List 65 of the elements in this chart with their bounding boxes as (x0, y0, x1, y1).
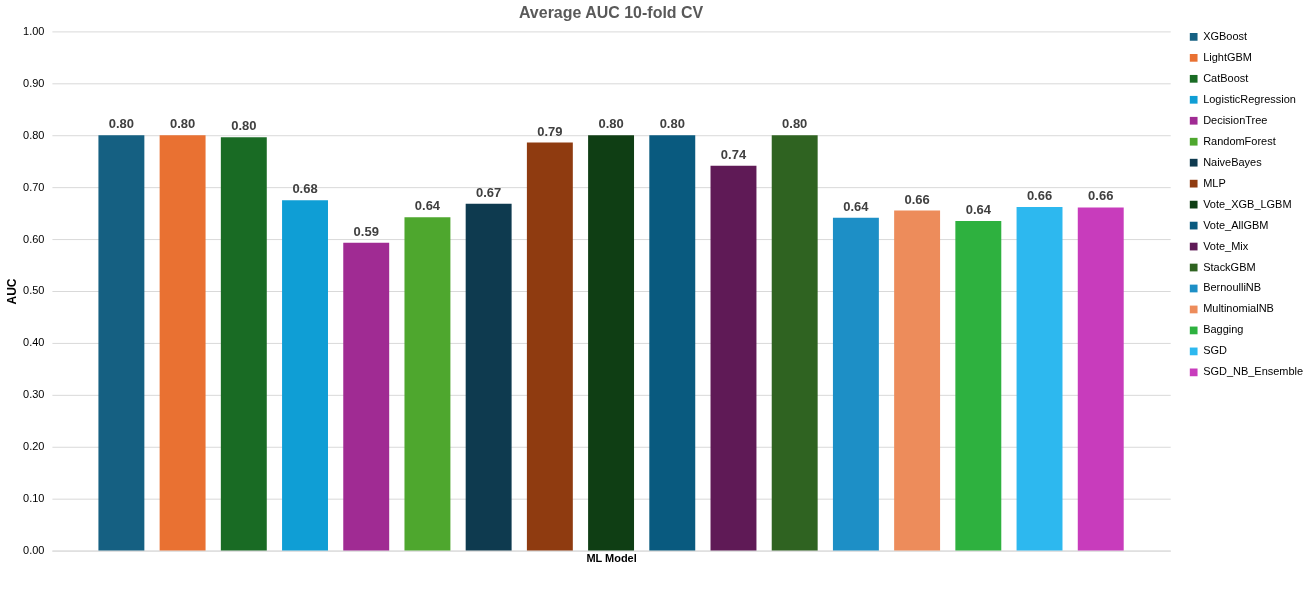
legend-label: RandomForest (1203, 134, 1276, 147)
data-label: 0.64 (965, 201, 992, 217)
bar (832, 217, 879, 551)
data-label: 0.59 (353, 223, 379, 239)
legend-label: MultinomialNB (1203, 302, 1274, 315)
data-label: 0.79 (537, 123, 563, 139)
y-tick-label: 0.50 (23, 284, 45, 297)
y-tick-label: 0.00 (23, 544, 45, 557)
legend-label: NaiveBayes (1203, 155, 1263, 168)
legend-label: CatBoost (1203, 71, 1249, 84)
data-label: 0.80 (169, 116, 196, 132)
legend-label: LogisticRegression (1203, 92, 1296, 105)
data-label: 0.64 (843, 198, 870, 214)
data-label: 0.80 (659, 116, 685, 132)
y-tick-label: 0.40 (23, 336, 45, 349)
bar (98, 135, 145, 551)
bar (526, 142, 573, 551)
bar (1016, 206, 1063, 551)
chart-title: Average AUC 10-fold CV (518, 4, 704, 22)
bar (343, 242, 390, 551)
legend-label: Vote_XGB_LGBM (1203, 197, 1292, 210)
legend-label: StackGBM (1203, 260, 1256, 273)
legend-label: SGD (1203, 344, 1228, 357)
legend-label: LightGBM (1203, 50, 1252, 63)
data-label: 0.80 (598, 116, 624, 132)
bar (771, 135, 818, 551)
y-tick-label: 1.00 (23, 24, 45, 37)
bar (955, 220, 1002, 551)
bar (465, 203, 512, 551)
data-label: 0.80 (231, 118, 257, 134)
x-axis-title: ML Model (586, 552, 637, 565)
bar (894, 210, 941, 551)
data-label: 0.67 (476, 184, 502, 200)
bar (282, 200, 328, 551)
legend-label: XGBoost (1203, 29, 1248, 42)
legend-label: Vote_Mix (1203, 239, 1249, 252)
y-tick-label: 0.80 (23, 128, 45, 141)
bar (1077, 207, 1124, 551)
y-tick-label: 0.60 (23, 232, 45, 245)
data-label: 0.74 (720, 146, 747, 162)
y-tick-label: 0.10 (23, 492, 45, 505)
y-axis-title: AUC (5, 278, 20, 305)
y-tick-label: 0.90 (23, 76, 45, 89)
data-label: 0.66 (1026, 187, 1053, 203)
data-label: 0.66 (904, 191, 930, 207)
bar (649, 135, 696, 551)
bar (710, 165, 757, 551)
data-label: 0.64 (414, 198, 441, 214)
legend-label: MLP (1203, 176, 1226, 189)
bar (159, 135, 206, 551)
legend-label: DecisionTree (1203, 113, 1268, 126)
bar (404, 217, 451, 551)
y-tick-label: 0.70 (23, 180, 45, 193)
y-tick-label: 0.20 (23, 440, 45, 453)
legend-label: Vote_AllGBM (1203, 218, 1269, 231)
y-tick-label: 0.30 (23, 388, 45, 401)
data-label: 0.68 (292, 181, 318, 197)
data-label: 0.80 (782, 116, 808, 132)
legend-label: SGD_NB_Ensemble (1203, 365, 1304, 378)
bar (588, 135, 635, 551)
data-label: 0.80 (108, 116, 135, 132)
legend-label: Bagging (1203, 323, 1244, 336)
bar (220, 137, 267, 551)
legend-label: BernoulliNB (1203, 281, 1262, 294)
data-label: 0.66 (1088, 188, 1114, 204)
